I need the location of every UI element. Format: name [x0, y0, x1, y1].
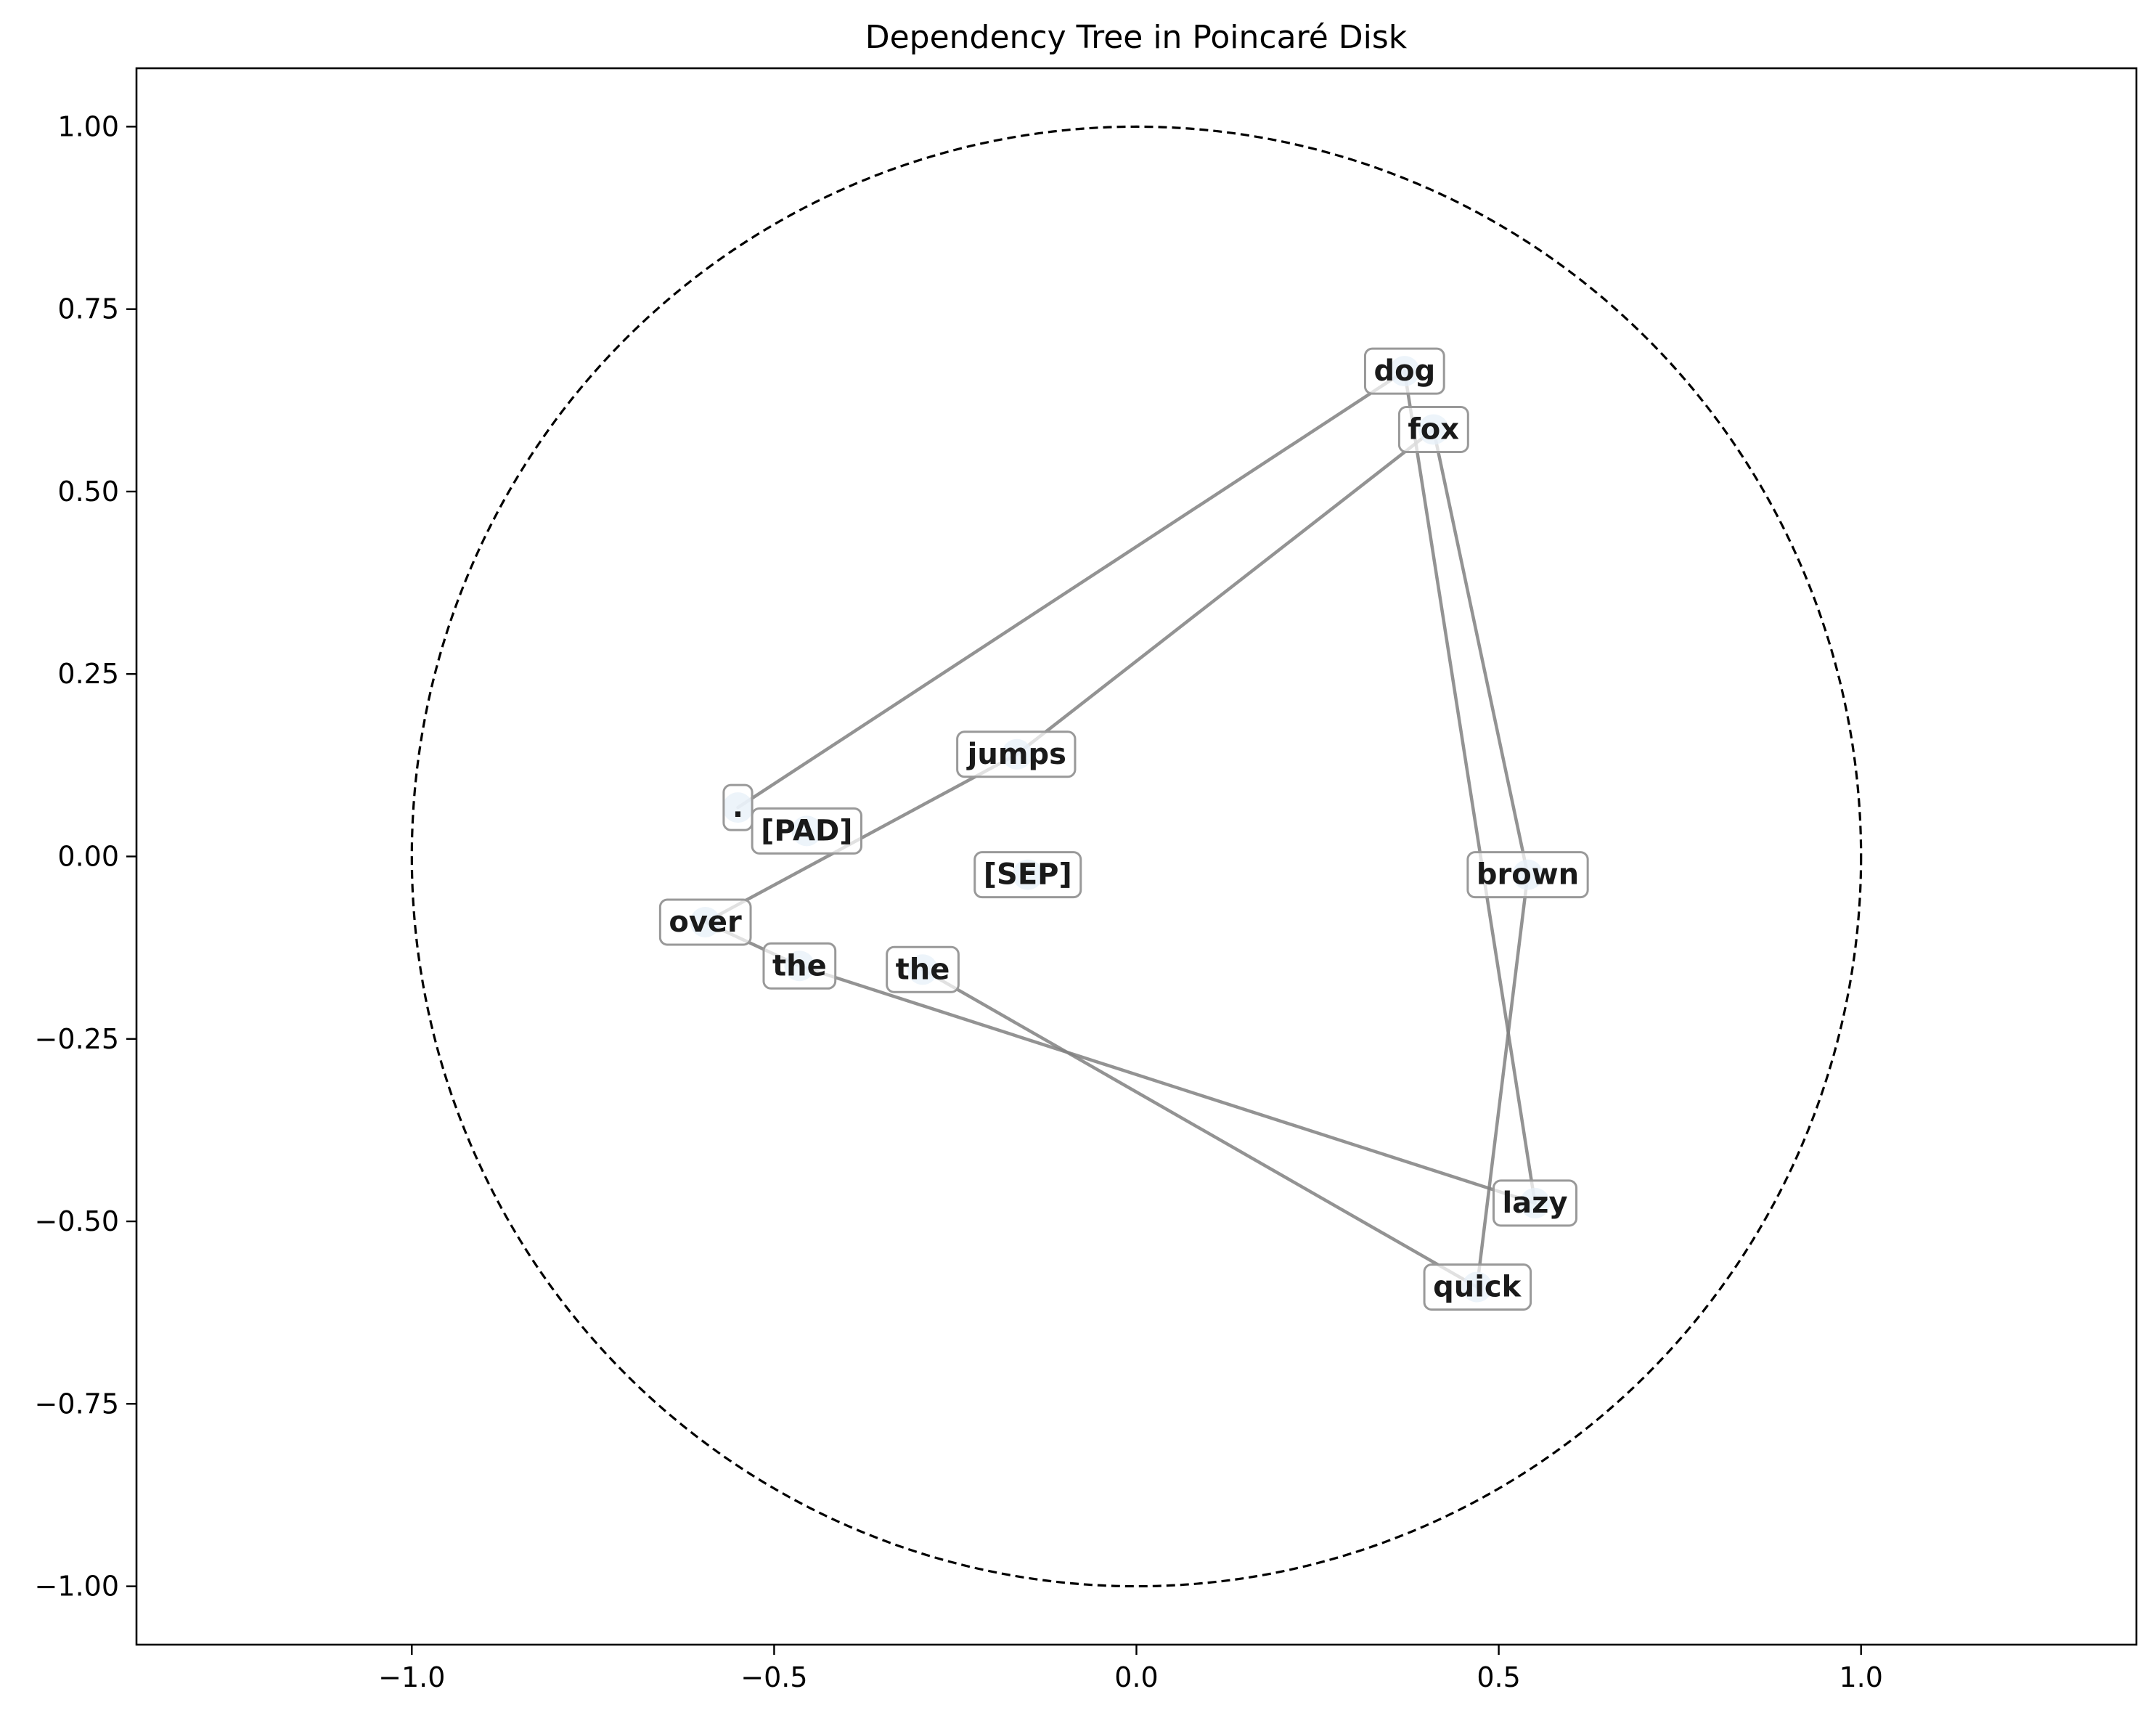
y-tick-label: 0.00	[57, 841, 119, 873]
node-label: [SEP]	[984, 858, 1072, 892]
node-label-group: the	[886, 945, 960, 993]
node-label-group: [SEP]	[973, 851, 1082, 899]
node-label: quick	[1433, 1271, 1522, 1304]
node-label: .	[732, 791, 743, 824]
y-tick-label: 0.25	[57, 658, 119, 690]
node-label-box	[658, 898, 752, 946]
node-label-box	[762, 942, 837, 990]
node-label: [PAD]	[761, 814, 852, 847]
node-label-box	[1397, 406, 1469, 454]
y-tick-label: 0.75	[57, 293, 119, 325]
tree-edge	[798, 964, 1537, 1205]
node-label-box	[1492, 1179, 1578, 1227]
node-label: the	[772, 949, 827, 982]
y-tick-label: 0.50	[57, 476, 119, 508]
node-label-group: dog	[1363, 347, 1445, 395]
tree-edge	[1402, 369, 1537, 1205]
y-tick-label: −1.00	[35, 1571, 119, 1603]
node-label-group: over	[658, 898, 752, 946]
node-label: the	[896, 953, 950, 986]
tree-edge	[1015, 428, 1436, 757]
node-label-box	[751, 807, 863, 855]
node-label-group: quick	[1423, 1263, 1532, 1311]
x-tick-label: 0.5	[1477, 1661, 1520, 1693]
node-label: brown	[1477, 858, 1579, 892]
y-tick-label: −0.25	[35, 1023, 119, 1055]
node-label-box	[956, 730, 1077, 778]
node-label-group: jumps	[956, 730, 1077, 778]
node-label: jumps	[966, 738, 1066, 771]
y-tick-label: −0.50	[35, 1205, 119, 1237]
y-tick-label: 1.00	[57, 110, 119, 142]
node-label-group: the	[762, 942, 837, 990]
node-label-group: brown	[1466, 851, 1589, 899]
x-tick-label: 0.0	[1114, 1661, 1158, 1693]
tree-edge	[736, 369, 1407, 810]
tree-edge	[1432, 428, 1530, 876]
node-label: fox	[1408, 413, 1459, 447]
node-label-box	[1363, 347, 1445, 395]
node-label-group: [PAD]	[751, 807, 863, 855]
node-label-box	[1466, 851, 1589, 899]
node-label: lazy	[1502, 1186, 1567, 1220]
node-label-box	[722, 783, 754, 831]
x-tick-label: −1.0	[378, 1661, 445, 1693]
node-label: dog	[1373, 354, 1435, 388]
node-label-box	[1423, 1263, 1532, 1311]
disk-boundary	[410, 125, 1863, 1588]
tree-edge	[1475, 873, 1530, 1289]
node-label-group: lazy	[1492, 1179, 1578, 1227]
node-label-box	[973, 851, 1082, 899]
node-label: over	[669, 905, 742, 939]
node-label-box	[886, 945, 960, 993]
x-tick-label: 1.0	[1839, 1661, 1882, 1693]
node-label-group: .	[722, 783, 754, 831]
y-tick-label: −0.75	[35, 1388, 119, 1420]
x-tick-label: −0.5	[740, 1661, 807, 1693]
node-label-group: fox	[1397, 406, 1469, 454]
tree-edge	[920, 968, 1479, 1289]
chart-title: Dependency Tree in Poincaré Disk	[865, 19, 1408, 56]
